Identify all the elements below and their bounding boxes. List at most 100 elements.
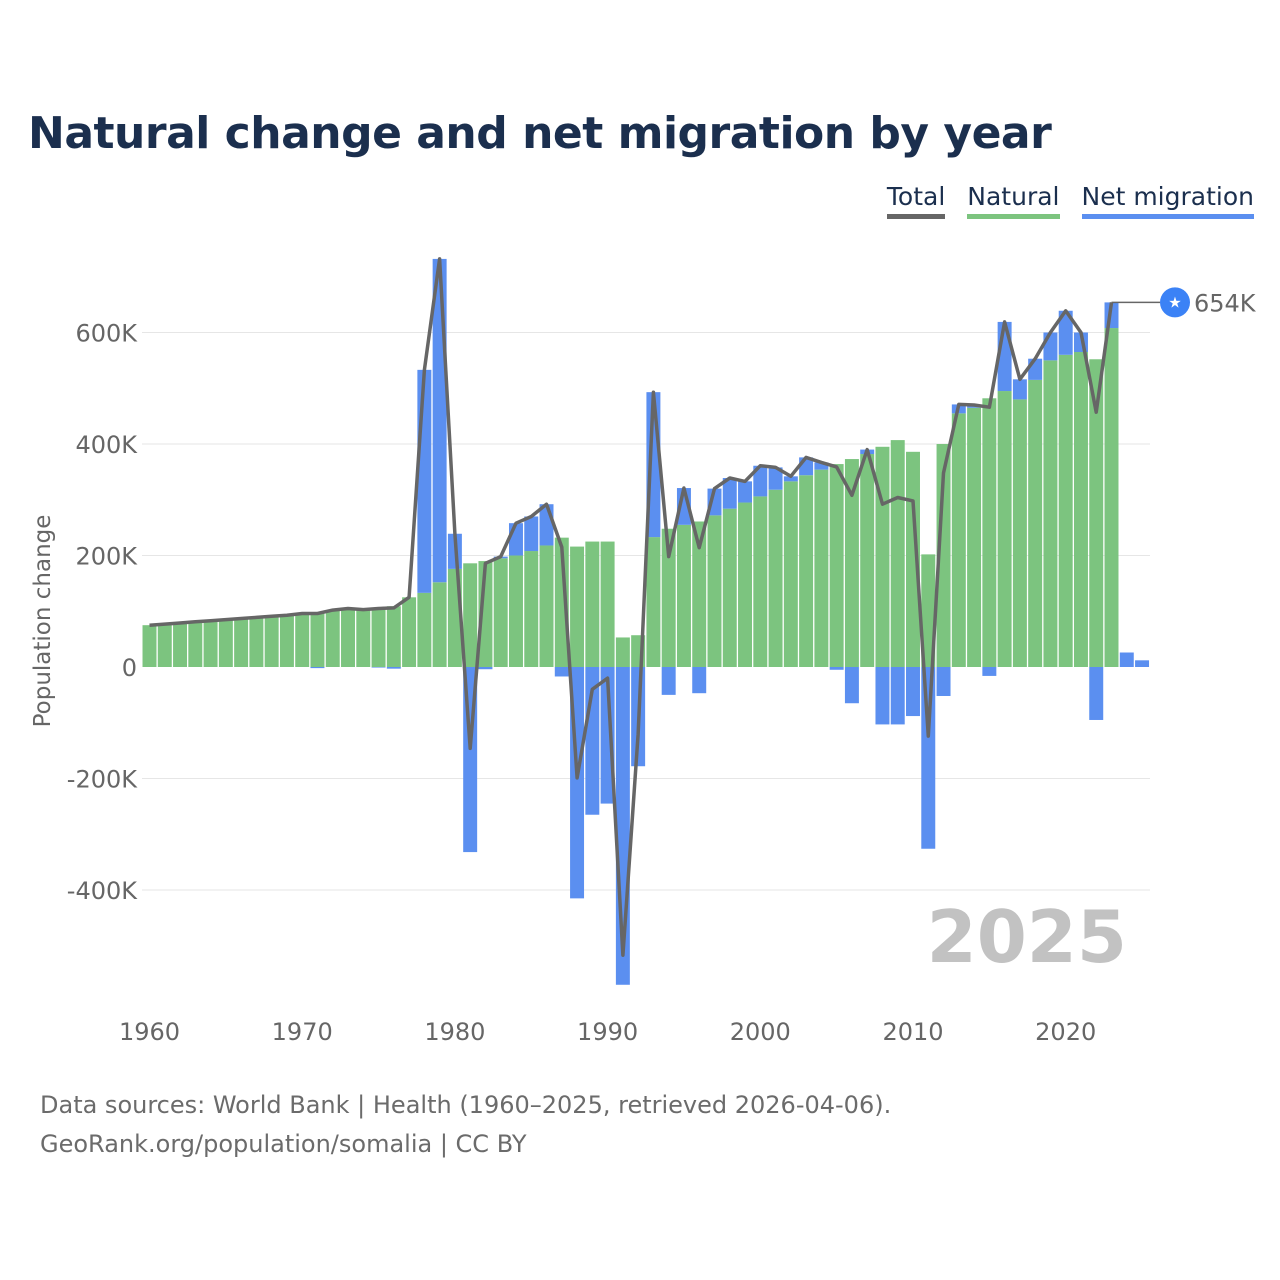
- migration-bar: [539, 504, 554, 546]
- natural-bars: [142, 328, 1119, 667]
- migration-bar: [386, 667, 401, 669]
- natural-bar: [508, 555, 523, 667]
- x-axis: 1960 1970 1980 1990 2000 2010 2020: [119, 1018, 1096, 1046]
- natural-bar: [356, 609, 371, 667]
- natural-bar: [554, 537, 569, 667]
- natural-bar: [615, 637, 630, 667]
- y-tick-label: -400K: [67, 877, 138, 905]
- natural-bar: [814, 469, 829, 667]
- natural-bar: [707, 515, 722, 667]
- migration-bar: [921, 667, 936, 849]
- legend: Total Natural Net migration: [886, 182, 1254, 219]
- natural-bar: [783, 481, 798, 667]
- natural-bar: [295, 613, 310, 667]
- natural-bar: [386, 606, 401, 667]
- natural-bar: [157, 624, 172, 667]
- footer: Data sources: World Bank | Health (1960–…: [40, 1086, 891, 1164]
- natural-bar: [539, 545, 554, 667]
- natural-bar: [310, 612, 325, 667]
- natural-bar: [753, 496, 768, 667]
- migration-bar: [1012, 379, 1027, 400]
- legend-item-net-migration[interactable]: Net migration: [1081, 182, 1254, 219]
- migration-bar: [936, 667, 951, 696]
- legend-item-natural[interactable]: Natural: [967, 182, 1060, 219]
- migration-bar: [890, 667, 905, 725]
- migration-bar: [1028, 358, 1043, 380]
- natural-bar: [936, 444, 951, 667]
- y-axis-label: Population change: [30, 515, 56, 728]
- natural-bar: [142, 625, 157, 667]
- natural-bar: [188, 621, 203, 667]
- current-year-label: 2025: [927, 895, 1127, 979]
- natural-bar: [279, 615, 294, 667]
- migration-bar: [432, 258, 447, 583]
- migration-bar: [524, 516, 539, 552]
- legend-item-total[interactable]: Total: [886, 182, 946, 219]
- x-tick-label: 2020: [1035, 1018, 1096, 1046]
- natural-bar: [264, 616, 279, 667]
- natural-bar: [860, 454, 875, 667]
- natural-bar: [203, 620, 218, 667]
- natural-bar: [173, 622, 188, 667]
- natural-bar: [1028, 379, 1043, 667]
- migration-bar: [1089, 667, 1104, 720]
- star-glyph: ★: [1168, 293, 1181, 311]
- natural-bar: [906, 451, 920, 667]
- natural-bar: [890, 440, 905, 667]
- migration-bar: [310, 667, 325, 669]
- natural-bar: [646, 537, 661, 667]
- natural-bar: [799, 475, 814, 667]
- migration-bar: [661, 667, 676, 695]
- natural-bar: [325, 610, 340, 667]
- natural-bar: [249, 617, 264, 667]
- migration-bar: [829, 667, 844, 670]
- natural-bar: [997, 391, 1012, 667]
- total-line: [149, 257, 1114, 957]
- natural-bar: [875, 446, 890, 667]
- natural-bar: [768, 489, 783, 667]
- migration-bar: [371, 667, 386, 668]
- migration-bar: [508, 523, 523, 556]
- migration-bar: [722, 478, 737, 509]
- natural-bar: [218, 619, 233, 667]
- natural-bar: [1058, 354, 1073, 667]
- migration-bar: [738, 481, 753, 503]
- natural-bar: [417, 592, 432, 667]
- y-tick-label: -200K: [67, 766, 138, 794]
- migration-bar: [906, 667, 920, 717]
- migration-bar: [692, 667, 707, 694]
- natural-bar: [982, 398, 997, 667]
- total-line-path: [149, 257, 1114, 957]
- natural-bar: [570, 546, 585, 667]
- natural-bar: [829, 464, 844, 667]
- natural-bar: [463, 563, 478, 667]
- x-tick-label: 1990: [577, 1018, 638, 1046]
- migration-bar: [783, 476, 798, 482]
- natural-bar: [371, 607, 386, 667]
- migration-bar: [417, 369, 432, 593]
- natural-bar: [951, 413, 966, 667]
- natural-bar: [493, 558, 508, 667]
- footer-sources: Data sources: World Bank | Health (1960–…: [40, 1091, 892, 1119]
- migration-bar: [814, 462, 829, 470]
- y-tick-label: 400K: [75, 431, 138, 459]
- y-tick-label: 600K: [75, 320, 138, 348]
- natural-bar: [1043, 360, 1058, 667]
- migration-bar: [478, 667, 493, 670]
- migration-bar: [1119, 652, 1134, 667]
- x-tick-label: 1960: [119, 1018, 180, 1046]
- migration-bar: [1058, 310, 1073, 355]
- natural-bar: [1073, 352, 1088, 667]
- natural-bar: [1104, 328, 1119, 667]
- migration-bar: [1135, 660, 1150, 667]
- migration-bar: [844, 667, 859, 704]
- annotation-label: 654K: [1194, 289, 1257, 317]
- migration-bar: [875, 667, 890, 725]
- natural-bar: [234, 618, 249, 667]
- y-axis: -400K -200K 0 200K 400K 600K: [67, 320, 138, 906]
- natural-bar: [967, 407, 982, 667]
- natural-bar: [1012, 399, 1027, 667]
- natural-bar: [524, 551, 539, 667]
- natural-bar: [341, 608, 355, 667]
